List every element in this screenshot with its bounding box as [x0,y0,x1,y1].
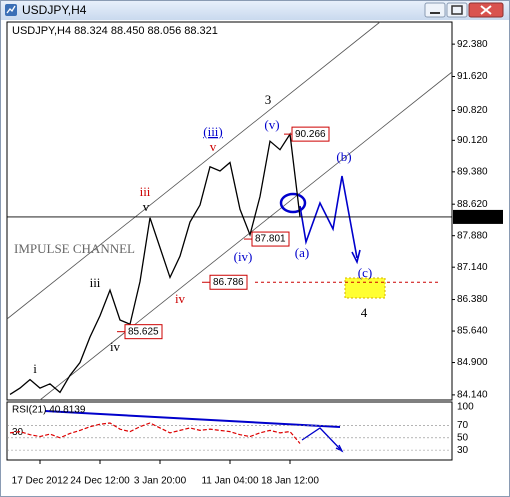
y-tick-label: 92.380 [457,39,488,50]
maximize-button[interactable] [446,2,468,18]
x-tick-label: 24 Dec 12:00 [70,476,130,487]
chart-header: USDJPY,H4 88.324 88.450 88.056 88.321 [12,25,218,37]
title-bar [1,1,509,20]
y-tick-label: 87.880 [457,230,488,241]
x-tick-label: 3 Jan 20:00 [134,476,187,487]
y-tick-label: 90.120 [457,135,488,146]
window-buttons[interactable] [424,2,504,18]
y-tick-label: 87.140 [457,262,488,273]
price-line [9,132,301,396]
y-tick-label: 89.380 [457,166,488,177]
y-tick-label: 84.900 [457,357,488,368]
maximize-icon [451,5,463,15]
window-title: USDJPY,H4 [22,3,87,17]
y-tick-label: 84.140 [457,390,488,401]
y-tick-label: 86.380 [457,294,488,305]
projection-path [299,175,358,259]
rsi-projection [301,427,343,452]
price-label: 85.625 [128,326,159,337]
projection-arrow [351,249,361,265]
rsi-tick-label: 30 [457,445,469,456]
wave-label: 3 [265,92,272,107]
rsi-tick-label: 100 [457,402,474,413]
rsi-title: RSI(21) 40.8139 [12,405,86,416]
price-panel [6,21,453,401]
wave-label: (c) [358,265,372,280]
price-label-box [251,231,290,247]
rsi-trendline [44,410,341,428]
y-tick-label: 88.620 [457,199,488,210]
wave-label: (v) [264,117,279,132]
price-label-box [209,274,248,290]
current-price-label: 88.321 [457,212,488,223]
wave-label: v [210,139,217,154]
channel-label: IMPULSE CHANNEL [14,241,135,256]
wave-label: (b) [336,149,351,164]
y-tick-label: 91.620 [457,71,488,82]
wave-label: (iii) [203,124,223,139]
y-tick-label: 85.640 [457,326,488,337]
wave-label: 4 [361,305,368,320]
price-label-box [124,324,163,340]
x-tick-label: 11 Jan 04:00 [201,476,259,487]
close-icon [480,5,492,15]
channel-upper [6,21,381,320]
rsi-tick-label: 70 [457,420,469,431]
current-price-box [453,209,503,224]
x-tick-label: 18 Jan 12:00 [261,476,319,487]
wave-label: (a) [295,245,309,260]
window-icon-glyph [6,5,16,14]
minimize-button[interactable] [424,2,446,18]
wave-label: iii [90,275,101,290]
target-zone [344,277,386,299]
price-label: 87.801 [255,234,286,245]
price-label: 86.786 [213,277,244,288]
rsi-projection-arrow [335,444,344,453]
rsi-tick-label: 50 [457,432,469,443]
x-tick-label: 17 Dec 2012 [12,476,69,487]
wave-label: (iv) [234,249,253,264]
wave-label: i [33,361,37,376]
price-label: 90.266 [295,129,326,140]
rsi-line [9,422,301,444]
wave-label: v [143,199,150,214]
wave-label: iii [140,184,151,199]
price-label-box [291,126,330,142]
y-tick-label: 90.820 [457,105,488,116]
wave-label: iv [110,339,121,354]
wave-label: iv [175,291,186,306]
highlight-ellipse [279,192,307,214]
channel-lower [39,71,453,401]
